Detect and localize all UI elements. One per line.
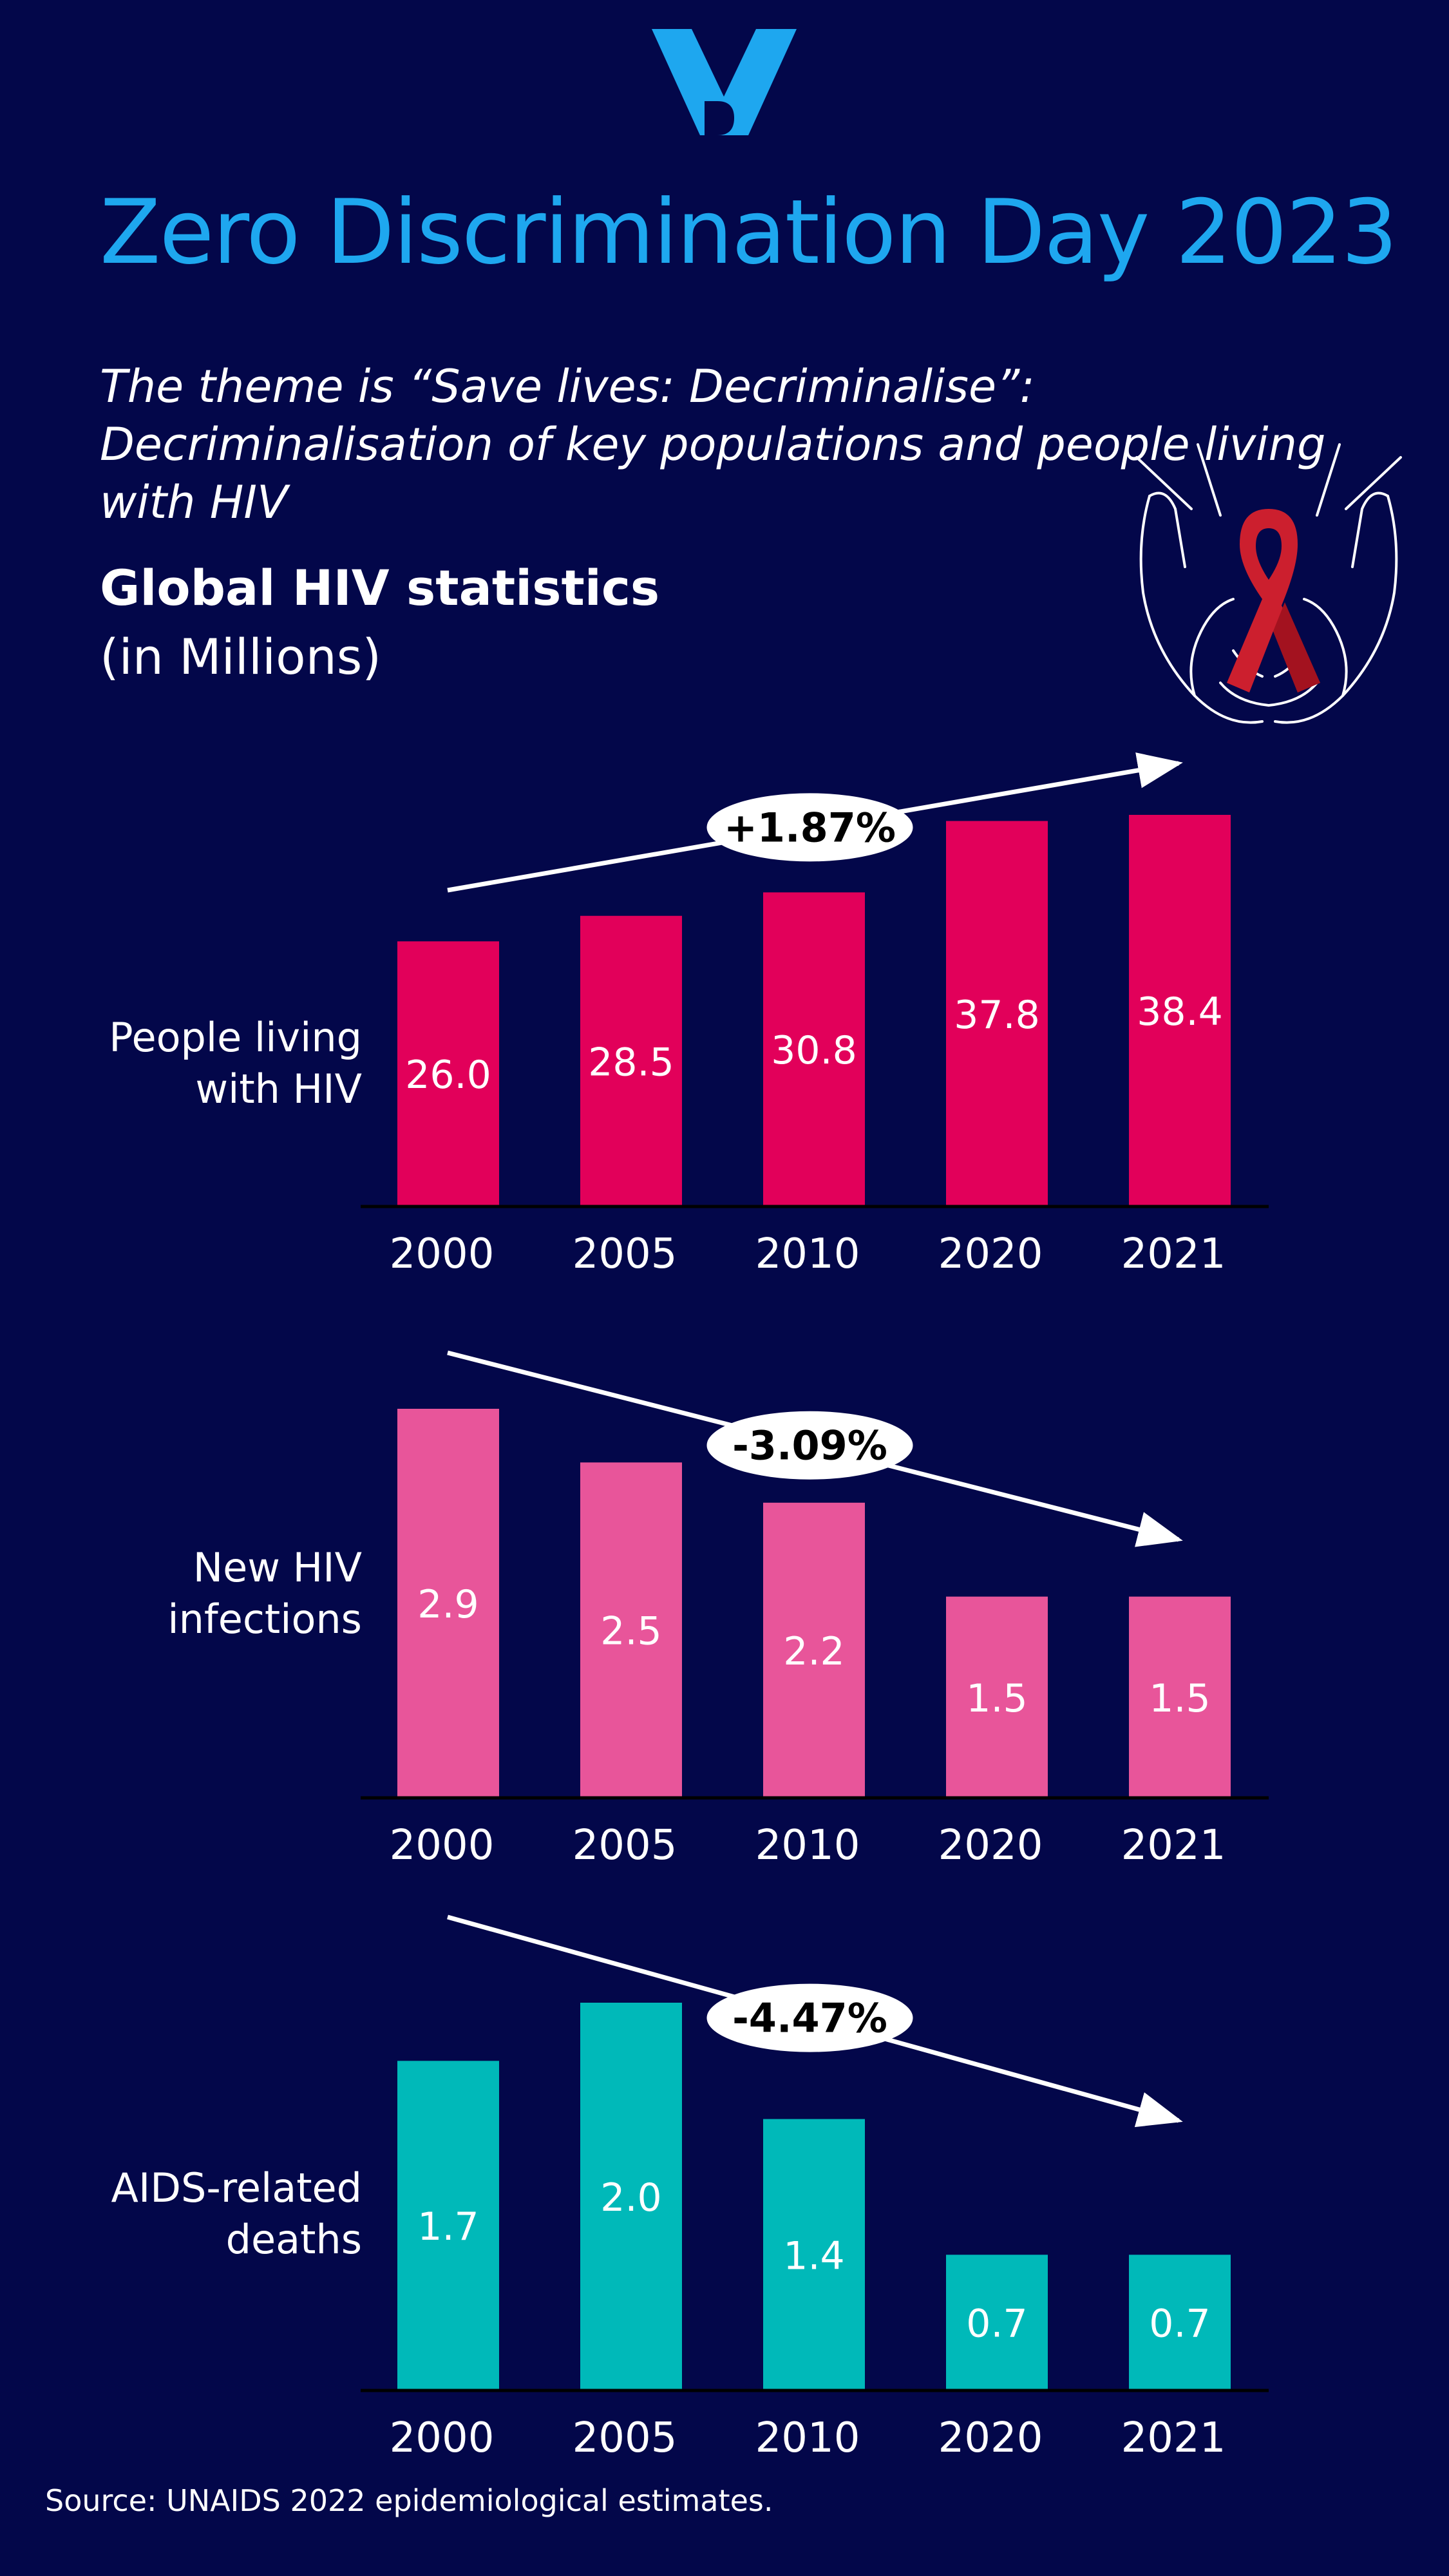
chart-1: People living with HIV 26.0 2000 28.5 2005 30.… <box>109 752 1269 1278</box>
bar <box>580 915 682 1207</box>
bar-value-label: 0.7 <box>1149 2302 1210 2347</box>
bar <box>1129 815 1231 1207</box>
x-tick-label: 2005 <box>573 1822 677 1869</box>
trend-badge-label: -3.09% <box>732 1422 887 1469</box>
trend-badge-label: -4.47% <box>732 1995 887 2042</box>
bar <box>763 2119 865 2390</box>
x-tick-label: 2010 <box>755 1230 860 1278</box>
bar-value-label: 0.7 <box>966 2302 1027 2347</box>
bar <box>946 1596 1048 1798</box>
trend-badge <box>706 1411 913 1480</box>
bar <box>397 941 499 1207</box>
bar-value-label: 1.5 <box>1149 1676 1210 1721</box>
chart-3: AIDS-related deaths 1.7 2000 2.0 2005 1.4 2010 0… <box>111 1914 1269 2462</box>
trend-badge <box>706 1983 913 2052</box>
chart-label: New HIV infections <box>167 1544 362 1643</box>
bar <box>763 1502 865 1798</box>
bar-value-label: 1.7 <box>417 2204 478 2249</box>
x-tick-label: 2005 <box>573 2414 677 2462</box>
x-tick-label: 2010 <box>755 1822 860 1869</box>
bar-value-label: 38.4 <box>1137 989 1223 1035</box>
x-tick-label: 2021 <box>1121 2414 1226 2462</box>
x-tick-label: 2010 <box>755 2414 860 2462</box>
trend-badge <box>706 793 913 862</box>
bar-value-label: 30.8 <box>771 1028 857 1073</box>
x-tick-label: 2000 <box>390 1822 495 1869</box>
bar-value-label: 37.8 <box>954 993 1040 1038</box>
bar <box>763 892 865 1207</box>
page-title: Zero Discrimination Day 2023 <box>100 180 1397 284</box>
bar-value-label: 1.4 <box>783 2233 844 2278</box>
bar-value-label: 1.5 <box>966 1676 1027 1721</box>
x-tick-label: 2020 <box>938 1230 1043 1278</box>
x-tick-label: 2000 <box>390 2414 495 2462</box>
x-tick-label: 2021 <box>1121 1230 1226 1278</box>
x-tick-label: 2000 <box>390 1230 495 1278</box>
bar <box>1129 1596 1231 1798</box>
trend-badge-label: +1.87% <box>724 804 896 851</box>
logo-icon <box>652 29 797 135</box>
bar-value-label: 2.0 <box>600 2175 661 2220</box>
bar <box>397 1409 499 1798</box>
bar-value-label: 2.5 <box>600 1609 661 1654</box>
bar-value-label: 26.0 <box>405 1053 491 1098</box>
bar <box>580 2003 682 2390</box>
bar-value-label: 2.9 <box>417 1582 478 1627</box>
stats-unit: (in Millions) <box>100 628 382 685</box>
bar <box>946 821 1048 1207</box>
x-tick-label: 2020 <box>938 1822 1043 1869</box>
chart-label: People living with HIV <box>109 1014 362 1112</box>
bar <box>580 1462 682 1798</box>
x-tick-label: 2021 <box>1121 1822 1226 1869</box>
source-note: Source: UNAIDS 2022 epidemiological esti… <box>45 2483 773 2518</box>
bar-value-label: 2.2 <box>783 1629 844 1674</box>
chart-2: New HIV infections 2.9 2000 2.5 2005 2.2 2010 1.… <box>167 1350 1269 1869</box>
x-tick-label: 2020 <box>938 2414 1043 2462</box>
x-tick-label: 2005 <box>573 1230 677 1278</box>
stats-heading: Global HIV statistics <box>100 559 660 616</box>
chart-label: AIDS-related deaths <box>111 2164 362 2263</box>
bar <box>397 2061 499 2390</box>
bar-value-label: 28.5 <box>588 1040 674 1085</box>
page-subtitle: The theme is “Save lives: Decriminalise”… <box>100 360 1326 529</box>
bar <box>1129 2255 1231 2390</box>
bar <box>946 2255 1048 2390</box>
hands-red-ribbon-icon <box>1135 443 1402 724</box>
